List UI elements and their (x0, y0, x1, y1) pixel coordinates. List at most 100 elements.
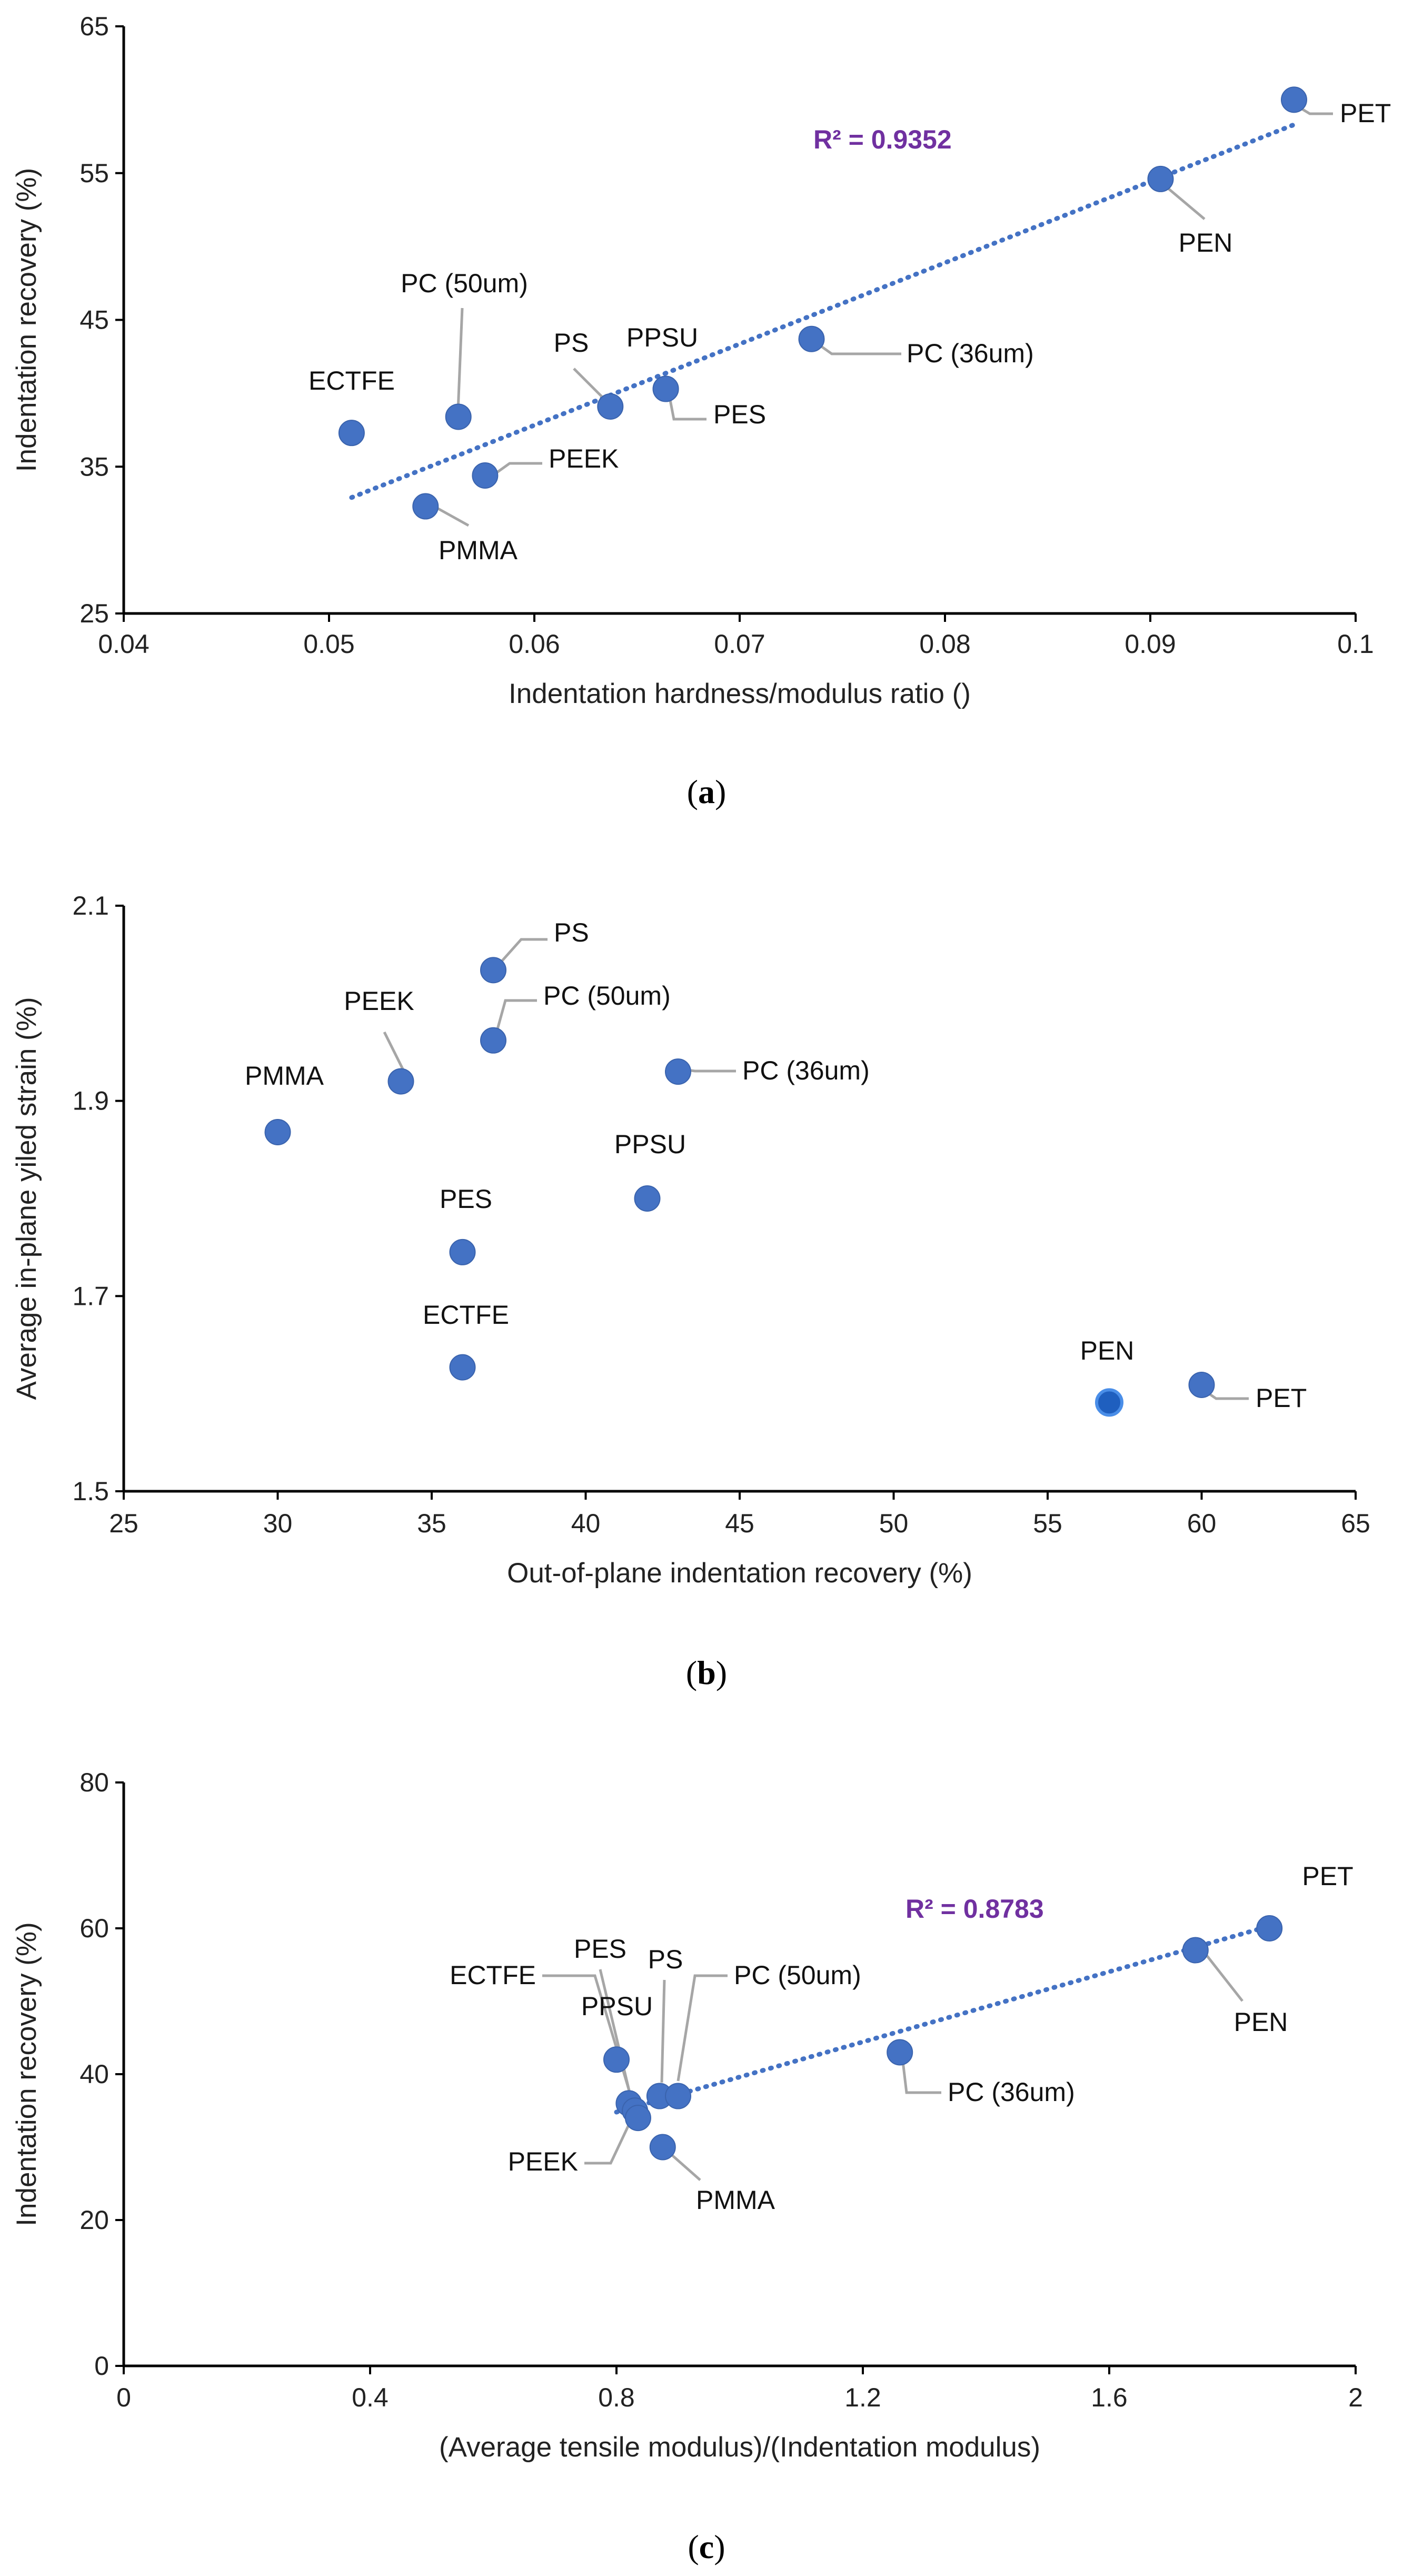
data-point (449, 1239, 476, 1265)
point-label: ECTFE (423, 1300, 509, 1330)
data-point (887, 2039, 913, 2066)
leader-line (676, 1974, 728, 2082)
x-tick-label: 45 (725, 1509, 754, 1538)
x-tick-label: 0.04 (98, 629, 149, 659)
point-label: PEEK (508, 2147, 578, 2176)
point-label: PPSU (626, 323, 698, 352)
point-label: PMMA (245, 1061, 324, 1091)
leader-line (599, 1969, 631, 2091)
point-label: PEN (1080, 1336, 1135, 1365)
x-tick-label: 0.09 (1125, 629, 1176, 659)
point-label: PC (36um) (907, 339, 1034, 368)
data-point (412, 493, 439, 520)
point-label: PET (1256, 1383, 1307, 1413)
x-tick-label: 0.08 (919, 629, 970, 659)
leader-line (383, 1031, 407, 1075)
x-tick-label: 50 (879, 1509, 909, 1538)
data-point (1147, 165, 1174, 192)
x-tick-label: 0.8 (598, 2383, 635, 2412)
y-tick-label: 65 (79, 12, 109, 41)
point-label: PC (50um) (401, 269, 528, 298)
x-axis-label: Indentation hardness/modulus ratio () (509, 678, 971, 709)
x-tick-label: 0.4 (352, 2383, 389, 2412)
x-tick-label: 0.07 (714, 629, 765, 659)
point-label: PC (36um) (948, 2077, 1075, 2107)
y-tick-label: 25 (79, 599, 109, 628)
x-axis-label: (Average tensile modulus)/(Indentation m… (439, 2432, 1040, 2463)
data-point (1188, 1371, 1215, 1398)
y-tick-label: 1.9 (72, 1086, 109, 1116)
y-tick-label: 60 (79, 1914, 109, 1943)
data-point (338, 420, 365, 447)
data-point (1256, 1915, 1283, 1941)
y-tick-label: 1.5 (72, 1477, 109, 1506)
y-tick-label: 20 (79, 2205, 109, 2235)
point-label: PEN (1179, 228, 1233, 257)
panel-label-close: ) (715, 773, 726, 810)
x-tick-label: 25 (109, 1509, 138, 1538)
x-tick-label: 0 (116, 2383, 131, 2412)
panel-label-open: ( (687, 773, 698, 810)
leader-line (494, 999, 537, 1035)
x-tick-label: 1.2 (844, 2383, 881, 2412)
x-tick-label: 40 (571, 1509, 601, 1538)
data-point (480, 957, 506, 984)
y-tick-label: 0 (94, 2351, 109, 2381)
panel-label: (b) (686, 1654, 727, 1691)
x-tick-label: 35 (417, 1509, 446, 1538)
data-point (480, 1027, 506, 1054)
point-label: PPSU (581, 1992, 653, 2021)
y-axis-label: Average in-plane yiled strain (%) (11, 997, 42, 1400)
x-tick-label: 0.06 (509, 629, 560, 659)
data-point (798, 325, 825, 352)
point-label: PS (554, 328, 589, 358)
point-label: PMMA (696, 2185, 775, 2215)
trendline (614, 1924, 1272, 2115)
point-label: PC (50um) (543, 981, 671, 1010)
x-tick-label: 65 (1341, 1509, 1370, 1538)
data-point (449, 1354, 476, 1381)
point-label: PES (574, 1934, 626, 1964)
data-point (472, 462, 499, 489)
panel-label-close: ) (716, 1654, 727, 1691)
panel-label-letter: a (698, 773, 715, 810)
data-point (387, 1068, 414, 1095)
point-label: ECTFE (309, 366, 395, 395)
panel-label: (a) (687, 773, 727, 810)
data-point (665, 2083, 691, 2109)
x-tick-label: 1.6 (1091, 2383, 1128, 2412)
data-point (634, 1185, 661, 1212)
panel-label-close: ) (714, 2528, 725, 2565)
data-point (264, 1118, 291, 1145)
point-label: PC (36um) (742, 1056, 870, 1085)
leader-line (456, 308, 464, 411)
point-label: PEEK (344, 986, 414, 1016)
x-tick-label: 2 (1348, 2383, 1363, 2412)
y-tick-label: 45 (79, 305, 109, 335)
x-tick-label: 30 (263, 1509, 293, 1538)
x-tick-label: 60 (1187, 1509, 1217, 1538)
y-tick-label: 1.7 (72, 1281, 109, 1311)
r-squared-label: R² = 0.8783 (905, 1894, 1044, 1924)
data-point (603, 2046, 630, 2073)
x-tick-label: 0.1 (1337, 629, 1374, 659)
r-squared-label: R² = 0.9352 (813, 125, 952, 154)
chart-b: 25 30 35 40 45 50 55 60 65 1.5 1.7 1.9 2.1 Out-of-pla… (11, 891, 1370, 1691)
point-label: PES (713, 400, 766, 429)
point-label: PS (554, 918, 589, 947)
y-tick-label: 55 (79, 158, 109, 188)
x-tick-label: 55 (1033, 1509, 1062, 1538)
data-point (1281, 86, 1307, 113)
point-label: PET (1340, 98, 1391, 128)
data-point (652, 375, 679, 402)
data-point (445, 403, 472, 430)
panel-label-letter: b (697, 1654, 716, 1691)
leader-line (1199, 1946, 1243, 2002)
leader-line (494, 462, 542, 475)
y-tick-label: 35 (79, 452, 109, 481)
data-point (1095, 1388, 1123, 1417)
chart-a: 0.04 0.05 0.06 0.07 0.08 0.09 0.1 25 35 45 55 65 Ind… (11, 12, 1391, 810)
data-point (624, 2105, 651, 2132)
